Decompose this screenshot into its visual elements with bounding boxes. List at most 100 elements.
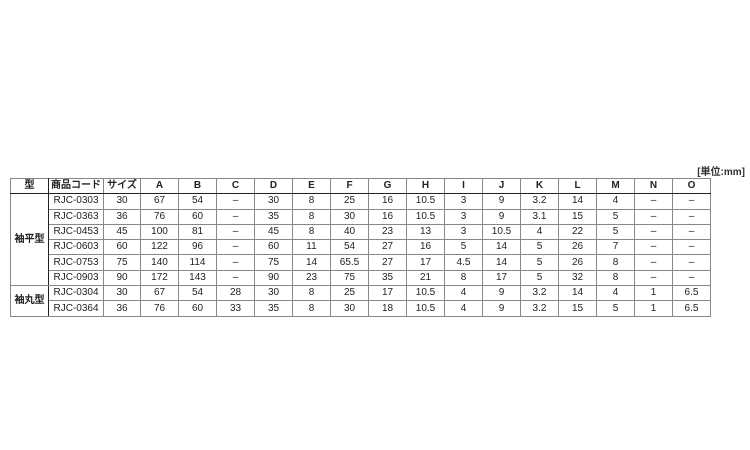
value-cell: – xyxy=(634,193,673,210)
value-cell: 8 xyxy=(292,193,331,210)
value-cell: 10.5 xyxy=(406,193,445,210)
value-cell: 30 xyxy=(330,208,369,225)
table-row: RJC-0363 36 76 60–35 8 30 16 10.5 3 9 3.1 15 5– – xyxy=(11,208,711,225)
value-cell: 5 xyxy=(520,254,559,271)
value-cell: 27 xyxy=(368,239,407,256)
value-cell: – xyxy=(672,269,711,287)
value-cell: 3 xyxy=(444,193,483,210)
value-cell: 5 xyxy=(444,239,483,256)
value-cell: 17 xyxy=(406,254,445,271)
value-cell: – xyxy=(216,208,255,225)
value-cell: 96 xyxy=(178,239,217,256)
value-cell: 11 xyxy=(292,239,331,256)
value-cell: 17 xyxy=(368,285,407,302)
value-cell: – xyxy=(216,239,255,256)
value-cell: 8 xyxy=(596,269,635,287)
product-code-cell: RJC-0903 xyxy=(48,269,104,287)
value-cell: – xyxy=(672,254,711,271)
value-cell: 40 xyxy=(330,223,369,241)
value-cell: – xyxy=(216,193,255,210)
value-cell: 9 xyxy=(482,285,521,302)
table-row: RJC-0453 45 100 81–45 8 40 23 13 3 10.5 4 22 5– – xyxy=(11,223,711,241)
value-cell: 10.5 xyxy=(406,300,445,317)
value-cell: 15 xyxy=(558,208,597,225)
table-row: 袖平型 RJC-0303 30 67 54–30 8 25 16 10.5 3 9 3.2 14 4– – xyxy=(10,193,711,287)
value-cell: 8 xyxy=(292,285,331,302)
table-row: RJC-0364 36 76 60 33 35 8 30 18 10.5 4 9 3.2 15 5 1 6.5 xyxy=(11,300,711,317)
value-cell: – xyxy=(672,223,711,241)
value-cell: 90 xyxy=(103,269,141,287)
value-cell: 54 xyxy=(178,285,217,302)
value-cell: 75 xyxy=(330,269,369,287)
value-cell: 60 xyxy=(178,208,217,225)
value-cell: 67 xyxy=(140,285,179,302)
column-header: C xyxy=(216,177,255,195)
value-cell: 75 xyxy=(254,254,293,271)
value-cell: 36 xyxy=(103,208,141,225)
column-header: B xyxy=(178,177,217,195)
value-cell: 25 xyxy=(330,285,369,302)
value-cell: 14 xyxy=(482,239,521,256)
value-cell: 9 xyxy=(482,300,521,317)
value-cell: – xyxy=(672,193,711,210)
value-cell: 3.1 xyxy=(520,208,559,225)
value-cell: 9 xyxy=(482,193,521,210)
value-cell: 76 xyxy=(140,300,179,317)
product-code-cell: RJC-0453 xyxy=(48,223,104,241)
unit-label: [単位:mm] xyxy=(697,167,745,178)
value-cell: 26 xyxy=(558,239,597,256)
value-cell: 3 xyxy=(444,208,483,225)
value-cell: 1 xyxy=(634,300,673,317)
value-cell: 30 xyxy=(330,300,369,317)
value-cell: 1 xyxy=(634,285,673,302)
value-cell: 17 xyxy=(482,269,521,287)
column-header: F xyxy=(330,177,369,195)
value-cell: 3.2 xyxy=(520,285,559,302)
value-cell: 4 xyxy=(444,300,483,317)
product-code-cell: RJC-0303 xyxy=(48,193,104,210)
column-header: O xyxy=(672,177,711,195)
table-row: RJC-0753 75 140 114–75 14 65.5 27 17 4.5 14 5 26 8– – xyxy=(11,254,711,271)
value-cell: – xyxy=(672,208,711,225)
value-cell: 35 xyxy=(368,269,407,287)
value-cell: 16 xyxy=(406,239,445,256)
column-header: H xyxy=(406,177,445,195)
value-cell: 8 xyxy=(596,254,635,271)
value-cell: 140 xyxy=(140,254,179,271)
column-header: 商品コード xyxy=(48,177,104,195)
product-code-cell: RJC-0363 xyxy=(48,208,104,225)
column-header: G xyxy=(368,177,407,195)
value-cell: 5 xyxy=(596,223,635,241)
column-header: L xyxy=(558,177,597,195)
value-cell: – xyxy=(216,254,255,271)
type-cell: 袖丸型 xyxy=(10,285,49,317)
column-header: J xyxy=(482,177,521,195)
column-header: K xyxy=(520,177,559,195)
value-cell: – xyxy=(634,208,673,225)
value-cell: 81 xyxy=(178,223,217,241)
value-cell: 4 xyxy=(596,285,635,302)
value-cell: 18 xyxy=(368,300,407,317)
value-cell: 23 xyxy=(292,269,331,287)
value-cell: 54 xyxy=(178,193,217,210)
value-cell: 3.2 xyxy=(520,193,559,210)
value-cell: 45 xyxy=(254,223,293,241)
product-code-cell: RJC-0304 xyxy=(48,285,104,302)
value-cell: 16 xyxy=(368,208,407,225)
value-cell: 67 xyxy=(140,193,179,210)
value-cell: 8 xyxy=(292,300,331,317)
value-cell: – xyxy=(216,223,255,241)
value-cell: 6.5 xyxy=(672,300,711,317)
dimension-table: 型商品コード サイズ A B C D E F G H I J K L M N O 袖平型 RJC-0303 30 67… xyxy=(10,177,711,317)
value-cell: 100 xyxy=(140,223,179,241)
table-row: 袖丸型 RJC-0304 30 67 54 28 30 8 25 17 10.5 4 9 3.2 14 4 1 6… xyxy=(10,285,711,317)
value-cell: 114 xyxy=(178,254,217,271)
value-cell: 4 xyxy=(520,223,559,241)
value-cell: 8 xyxy=(292,208,331,225)
value-cell: 4 xyxy=(596,193,635,210)
value-cell: 35 xyxy=(254,300,293,317)
value-cell: 5 xyxy=(520,269,559,287)
value-cell: 5 xyxy=(520,239,559,256)
column-header: A xyxy=(140,177,179,195)
value-cell: 3.2 xyxy=(520,300,559,317)
